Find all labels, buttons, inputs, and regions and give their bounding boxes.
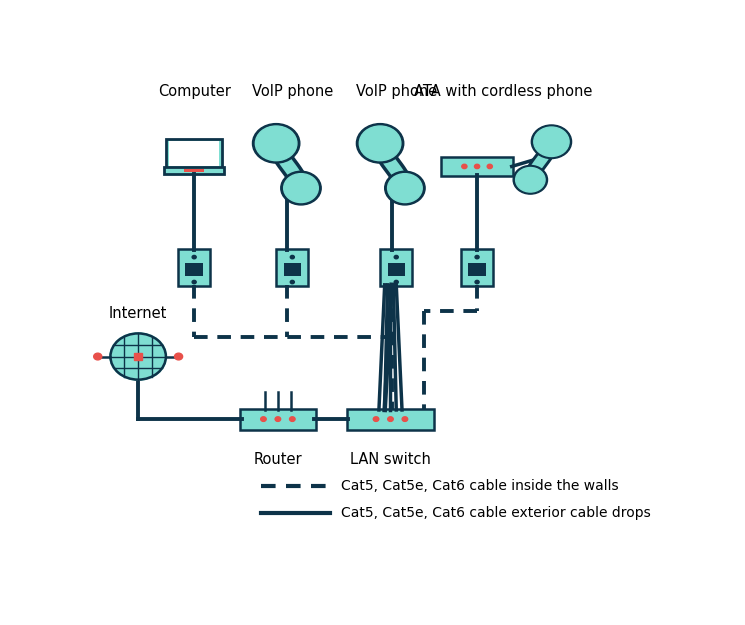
Circle shape	[256, 126, 297, 161]
FancyBboxPatch shape	[284, 263, 301, 276]
Text: VoIP phone: VoIP phone	[252, 84, 333, 99]
Circle shape	[462, 164, 467, 169]
FancyBboxPatch shape	[185, 169, 204, 172]
Circle shape	[192, 256, 196, 259]
FancyBboxPatch shape	[169, 141, 219, 166]
Circle shape	[291, 256, 294, 259]
Bar	[134, 353, 142, 360]
FancyBboxPatch shape	[469, 263, 486, 276]
Text: Internet: Internet	[109, 306, 168, 321]
FancyBboxPatch shape	[380, 249, 413, 286]
Circle shape	[513, 166, 548, 194]
FancyBboxPatch shape	[347, 409, 434, 429]
Text: Cat5, Cat5e, Cat6 cable exterior cable drops: Cat5, Cat5e, Cat6 cable exterior cable d…	[341, 506, 651, 520]
Circle shape	[253, 124, 299, 163]
Circle shape	[487, 164, 492, 169]
Circle shape	[387, 417, 393, 421]
Circle shape	[475, 164, 480, 169]
FancyBboxPatch shape	[166, 139, 222, 169]
Circle shape	[261, 417, 266, 421]
Circle shape	[475, 256, 479, 259]
Circle shape	[475, 281, 479, 284]
Circle shape	[192, 281, 196, 284]
Text: Router: Router	[253, 452, 302, 468]
Circle shape	[359, 126, 401, 161]
Circle shape	[394, 256, 399, 259]
FancyBboxPatch shape	[178, 249, 210, 286]
FancyBboxPatch shape	[276, 249, 308, 286]
FancyBboxPatch shape	[461, 249, 493, 286]
Circle shape	[284, 174, 318, 203]
Circle shape	[174, 353, 183, 360]
Circle shape	[531, 125, 571, 159]
FancyBboxPatch shape	[186, 263, 203, 276]
Circle shape	[281, 171, 321, 205]
Text: Cat5, Cat5e, Cat6 cable inside the walls: Cat5, Cat5e, Cat6 cable inside the walls	[341, 479, 619, 494]
FancyBboxPatch shape	[164, 168, 224, 174]
Circle shape	[290, 417, 295, 421]
Circle shape	[275, 417, 281, 421]
Circle shape	[94, 353, 102, 360]
Circle shape	[533, 127, 569, 156]
Text: VoIP phone: VoIP phone	[355, 84, 437, 99]
Circle shape	[402, 417, 408, 421]
Circle shape	[291, 281, 294, 284]
Text: Computer: Computer	[158, 84, 231, 99]
FancyBboxPatch shape	[441, 157, 513, 176]
FancyBboxPatch shape	[240, 409, 316, 429]
Circle shape	[110, 333, 166, 379]
FancyBboxPatch shape	[387, 263, 405, 276]
Circle shape	[394, 281, 399, 284]
Text: ATA with cordless phone: ATA with cordless phone	[414, 84, 592, 99]
Circle shape	[387, 174, 422, 203]
Circle shape	[384, 171, 425, 205]
Circle shape	[373, 417, 378, 421]
Circle shape	[356, 124, 404, 163]
Text: LAN switch: LAN switch	[350, 452, 431, 468]
Circle shape	[516, 168, 545, 192]
